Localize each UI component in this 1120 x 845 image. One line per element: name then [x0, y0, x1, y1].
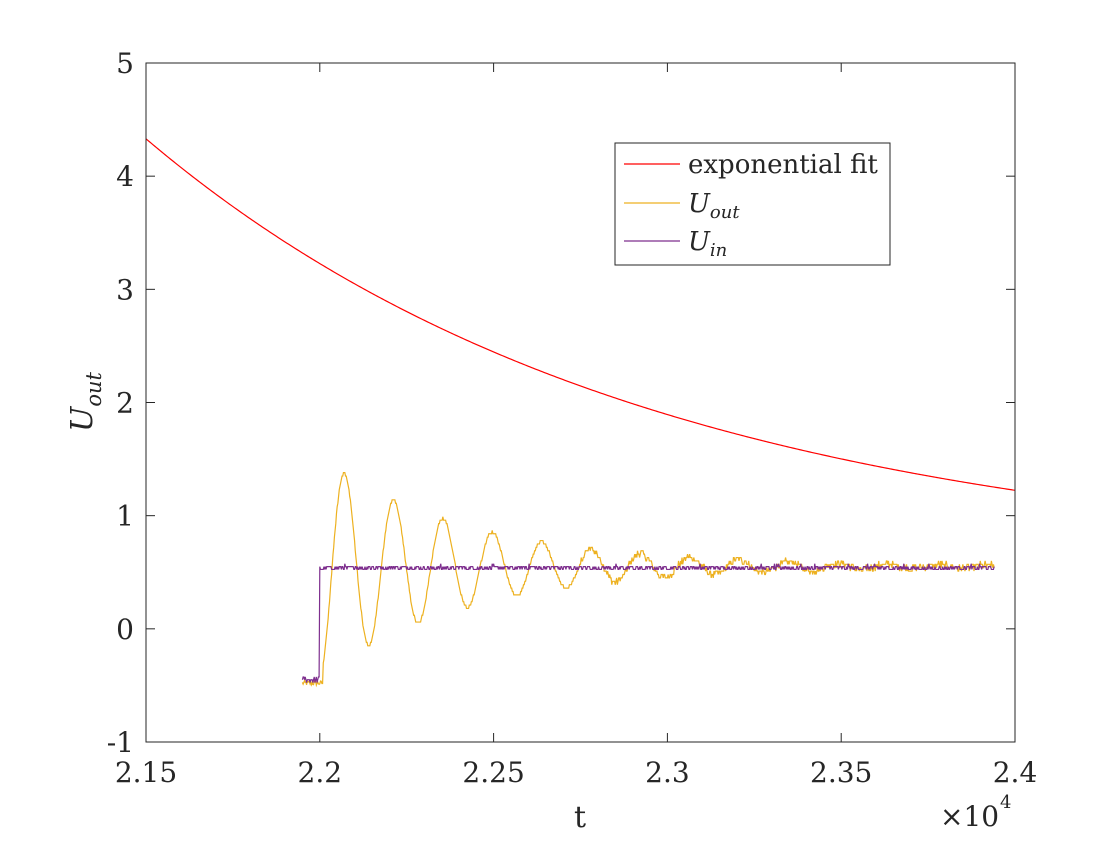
series-u-in — [301, 563, 995, 683]
legend-u-in-base: U — [688, 227, 711, 257]
legend-u-out-base: U — [688, 189, 711, 219]
x-tick-label: 2.15 — [115, 756, 177, 789]
x-axis-label: t — [574, 800, 586, 835]
y-axis-label-base: U — [65, 405, 100, 432]
svg-text:Uout: Uout — [65, 371, 106, 431]
legend-u-out-subscript: out — [710, 202, 740, 223]
y-tick-label: 4 — [116, 160, 134, 193]
y-tick-label: 0 — [116, 613, 134, 646]
x-tick-label: 2.25 — [462, 756, 524, 789]
legend-box — [614, 142, 891, 266]
series-u-out — [301, 472, 995, 688]
y-tick-label: 3 — [116, 273, 134, 306]
svg-text:4: 4 — [1000, 792, 1011, 813]
x-tick-label: 2.4 — [993, 756, 1038, 789]
x-exponent-base: ×10 — [940, 800, 999, 833]
legend-label-exponential-fit: exponential fit — [688, 150, 878, 180]
ticks-layer: 2.15 2.2 2.25 2.3 2.35 2.4 -1 0 1 2 3 4 5 — [107, 47, 1038, 789]
y-axis-label-subscript: out — [82, 371, 106, 406]
y-tick-label: 1 — [116, 500, 134, 533]
svg-text:×10: ×10 — [940, 800, 999, 833]
x-exponent-power: 4 — [1000, 792, 1011, 813]
x-tick-label: 2.3 — [645, 756, 690, 789]
y-tick-label: 2 — [116, 387, 134, 420]
x-exponent: ×10 4 — [940, 792, 1011, 833]
y-tick-label: -1 — [107, 726, 134, 759]
y-axis-label: Uout — [65, 371, 106, 431]
legend: exponential fit Uout Uin — [614, 142, 891, 266]
x-tick-label: 2.35 — [810, 756, 872, 789]
x-tick-label: 2.2 — [298, 756, 343, 789]
legend-u-in-subscript: in — [710, 240, 727, 261]
y-tick-label: 5 — [116, 47, 134, 80]
series-layer — [145, 138, 1016, 688]
legend-label-u-in: Uin — [688, 227, 727, 261]
series-exponential-fit — [145, 138, 1016, 491]
legend-label-u-out: Uout — [688, 189, 740, 223]
